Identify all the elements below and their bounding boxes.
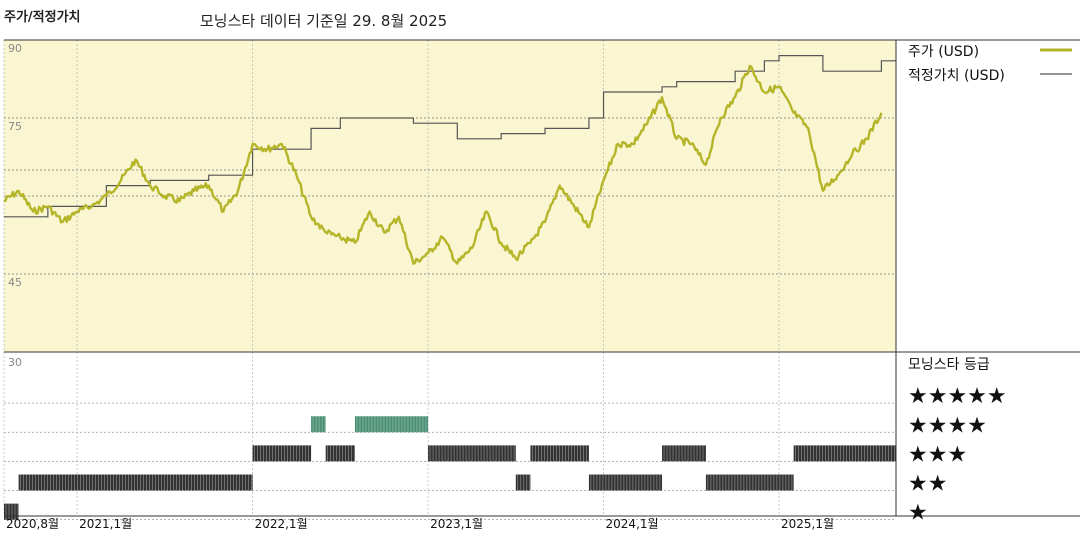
- rating-band-fill: [354, 416, 429, 433]
- series-lines: [3, 55, 896, 265]
- rating-star-label: ★: [908, 501, 928, 526]
- rating-band: [428, 445, 516, 462]
- x-tick-label: 2025,1월: [781, 517, 834, 531]
- chart-title: 주가/적정가치: [4, 10, 81, 25]
- rating-band-fill: [588, 474, 663, 491]
- data-date-label: 모닝스타 데이터 기준일 29. 8월 2025: [200, 12, 448, 30]
- rating-band-fill: [662, 445, 706, 462]
- rating-band-fill: [793, 445, 896, 462]
- rating-band: [252, 445, 312, 462]
- rating-band-fill: [18, 474, 253, 491]
- rating-band: [662, 445, 706, 462]
- rating-band: [354, 416, 429, 433]
- y-axis-ticks: 90 75 45 30: [8, 42, 22, 369]
- x-axis: 2020,8월 2021,1월 2022,1월 2023,1월 2024,1월 2025,…: [6, 517, 834, 531]
- rating-star-label: ★★★★: [908, 413, 987, 438]
- rating-star-label: ★★: [908, 472, 947, 497]
- rating-band: [530, 445, 589, 462]
- rating-band: [311, 416, 326, 433]
- rating-band: [588, 474, 663, 491]
- x-tick-label: 2021,1월: [79, 517, 132, 531]
- y-tick-label: 45: [8, 276, 22, 289]
- rating-band: [18, 474, 253, 491]
- rating-band: [705, 474, 794, 491]
- rating-star-label: ★★★★★: [908, 384, 1007, 409]
- y-tick-label: 75: [8, 120, 22, 133]
- rating-title: 모닝스타 등급: [908, 357, 990, 373]
- legend: 주가 (USD)적정가치 (USD)모닝스타 등급★★★★★★★★★★★★★★★: [908, 44, 1072, 526]
- fair-value-line: [4, 55, 896, 218]
- x-tick-label: 2023,1월: [430, 517, 483, 531]
- x-tick-label: 2022,1월: [255, 517, 308, 531]
- y-tick-label: 30: [8, 356, 22, 369]
- rating-bands: [4, 416, 896, 520]
- price-line: [3, 64, 883, 265]
- rating-band-fill: [325, 445, 355, 462]
- rating-band: [793, 445, 896, 462]
- y-tick-label: 90: [8, 42, 22, 55]
- rating-star-label: ★★★: [908, 442, 967, 467]
- chart-frame: [4, 39, 1080, 517]
- rating-band: [515, 474, 531, 491]
- x-tick-label: 2020,8월: [6, 517, 59, 531]
- legend-price-label: 주가 (USD): [908, 44, 979, 60]
- rating-band: [325, 445, 356, 462]
- legend-fair-label: 적정가치 (USD): [908, 68, 1005, 84]
- grid-lines: [3, 39, 896, 520]
- x-tick-label: 2024,1월: [606, 517, 659, 531]
